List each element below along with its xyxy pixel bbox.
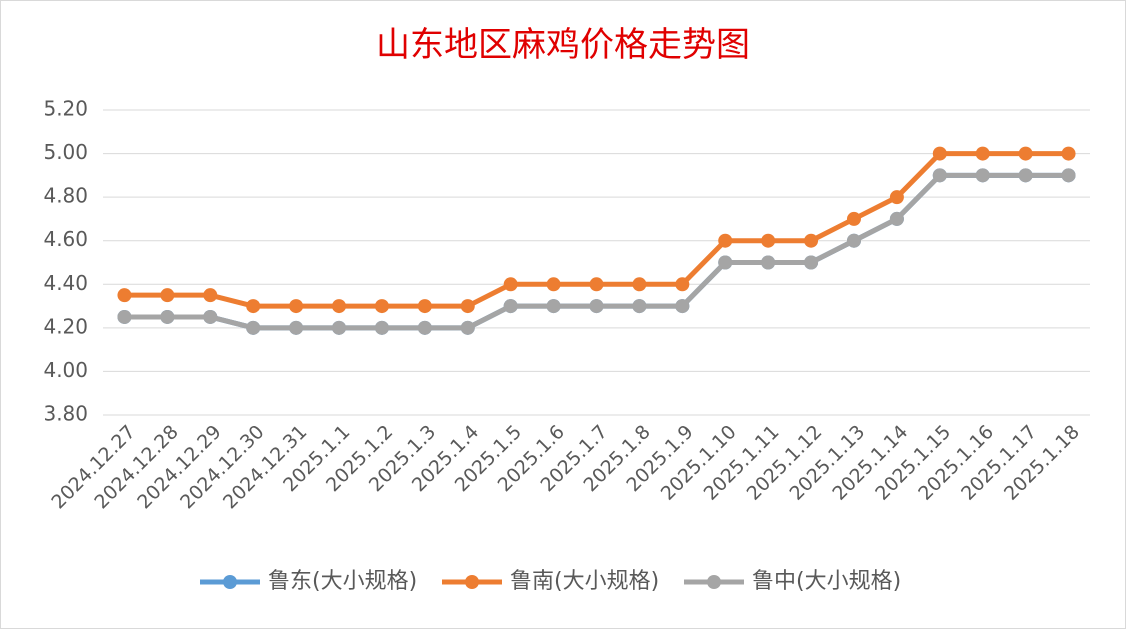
data-point (1061, 146, 1076, 161)
data-point (718, 255, 733, 270)
data-point (160, 309, 175, 324)
data-point (374, 299, 389, 314)
data-point (932, 168, 947, 183)
data-point (632, 277, 647, 292)
data-point (761, 233, 776, 248)
y-tick-label: 4.00 (43, 358, 88, 382)
data-point (289, 299, 304, 314)
data-point (975, 168, 990, 183)
data-point (1018, 146, 1033, 161)
data-point (503, 277, 518, 292)
data-point (332, 320, 347, 335)
data-point (546, 277, 561, 292)
y-tick-label: 5.20 (43, 97, 88, 121)
data-point (675, 277, 690, 292)
data-point (589, 277, 604, 292)
data-point (203, 288, 218, 303)
data-point (675, 299, 690, 314)
data-point (503, 299, 518, 314)
data-point (246, 320, 261, 335)
data-point (203, 309, 218, 324)
data-point (846, 233, 861, 248)
data-point (417, 320, 432, 335)
y-tick-label: 4.20 (43, 314, 88, 338)
data-point (160, 288, 175, 303)
data-point (718, 233, 733, 248)
data-point (546, 299, 561, 314)
data-point (289, 320, 304, 335)
y-tick-label: 5.00 (43, 140, 88, 164)
data-point (374, 320, 389, 335)
data-point (804, 233, 819, 248)
y-tick-label: 3.80 (43, 402, 88, 426)
data-point (117, 288, 132, 303)
y-tick-label: 4.80 (43, 184, 88, 208)
legend-label: 鲁南(大小规格) (510, 569, 659, 594)
data-point (417, 299, 432, 314)
data-point (632, 299, 647, 314)
data-point (589, 299, 604, 314)
data-point (761, 255, 776, 270)
data-point (1018, 168, 1033, 183)
data-point (460, 320, 475, 335)
data-point (1061, 168, 1076, 183)
data-point (117, 309, 132, 324)
data-point (804, 255, 819, 270)
chart-title: 山东地区麻鸡价格走势图 (376, 25, 750, 65)
data-point (246, 299, 261, 314)
legend-marker (707, 575, 721, 589)
legend-marker (223, 575, 237, 589)
data-point (889, 190, 904, 205)
data-point (460, 299, 475, 314)
y-tick-label: 4.60 (43, 227, 88, 251)
legend-label: 鲁中(大小规格) (752, 569, 901, 594)
data-point (332, 299, 347, 314)
legend-marker (465, 575, 479, 589)
data-point (846, 211, 861, 226)
data-point (932, 146, 947, 161)
legend-label: 鲁东(大小规格) (268, 569, 417, 594)
data-point (975, 146, 990, 161)
y-tick-label: 4.40 (43, 271, 88, 295)
data-point (889, 211, 904, 226)
